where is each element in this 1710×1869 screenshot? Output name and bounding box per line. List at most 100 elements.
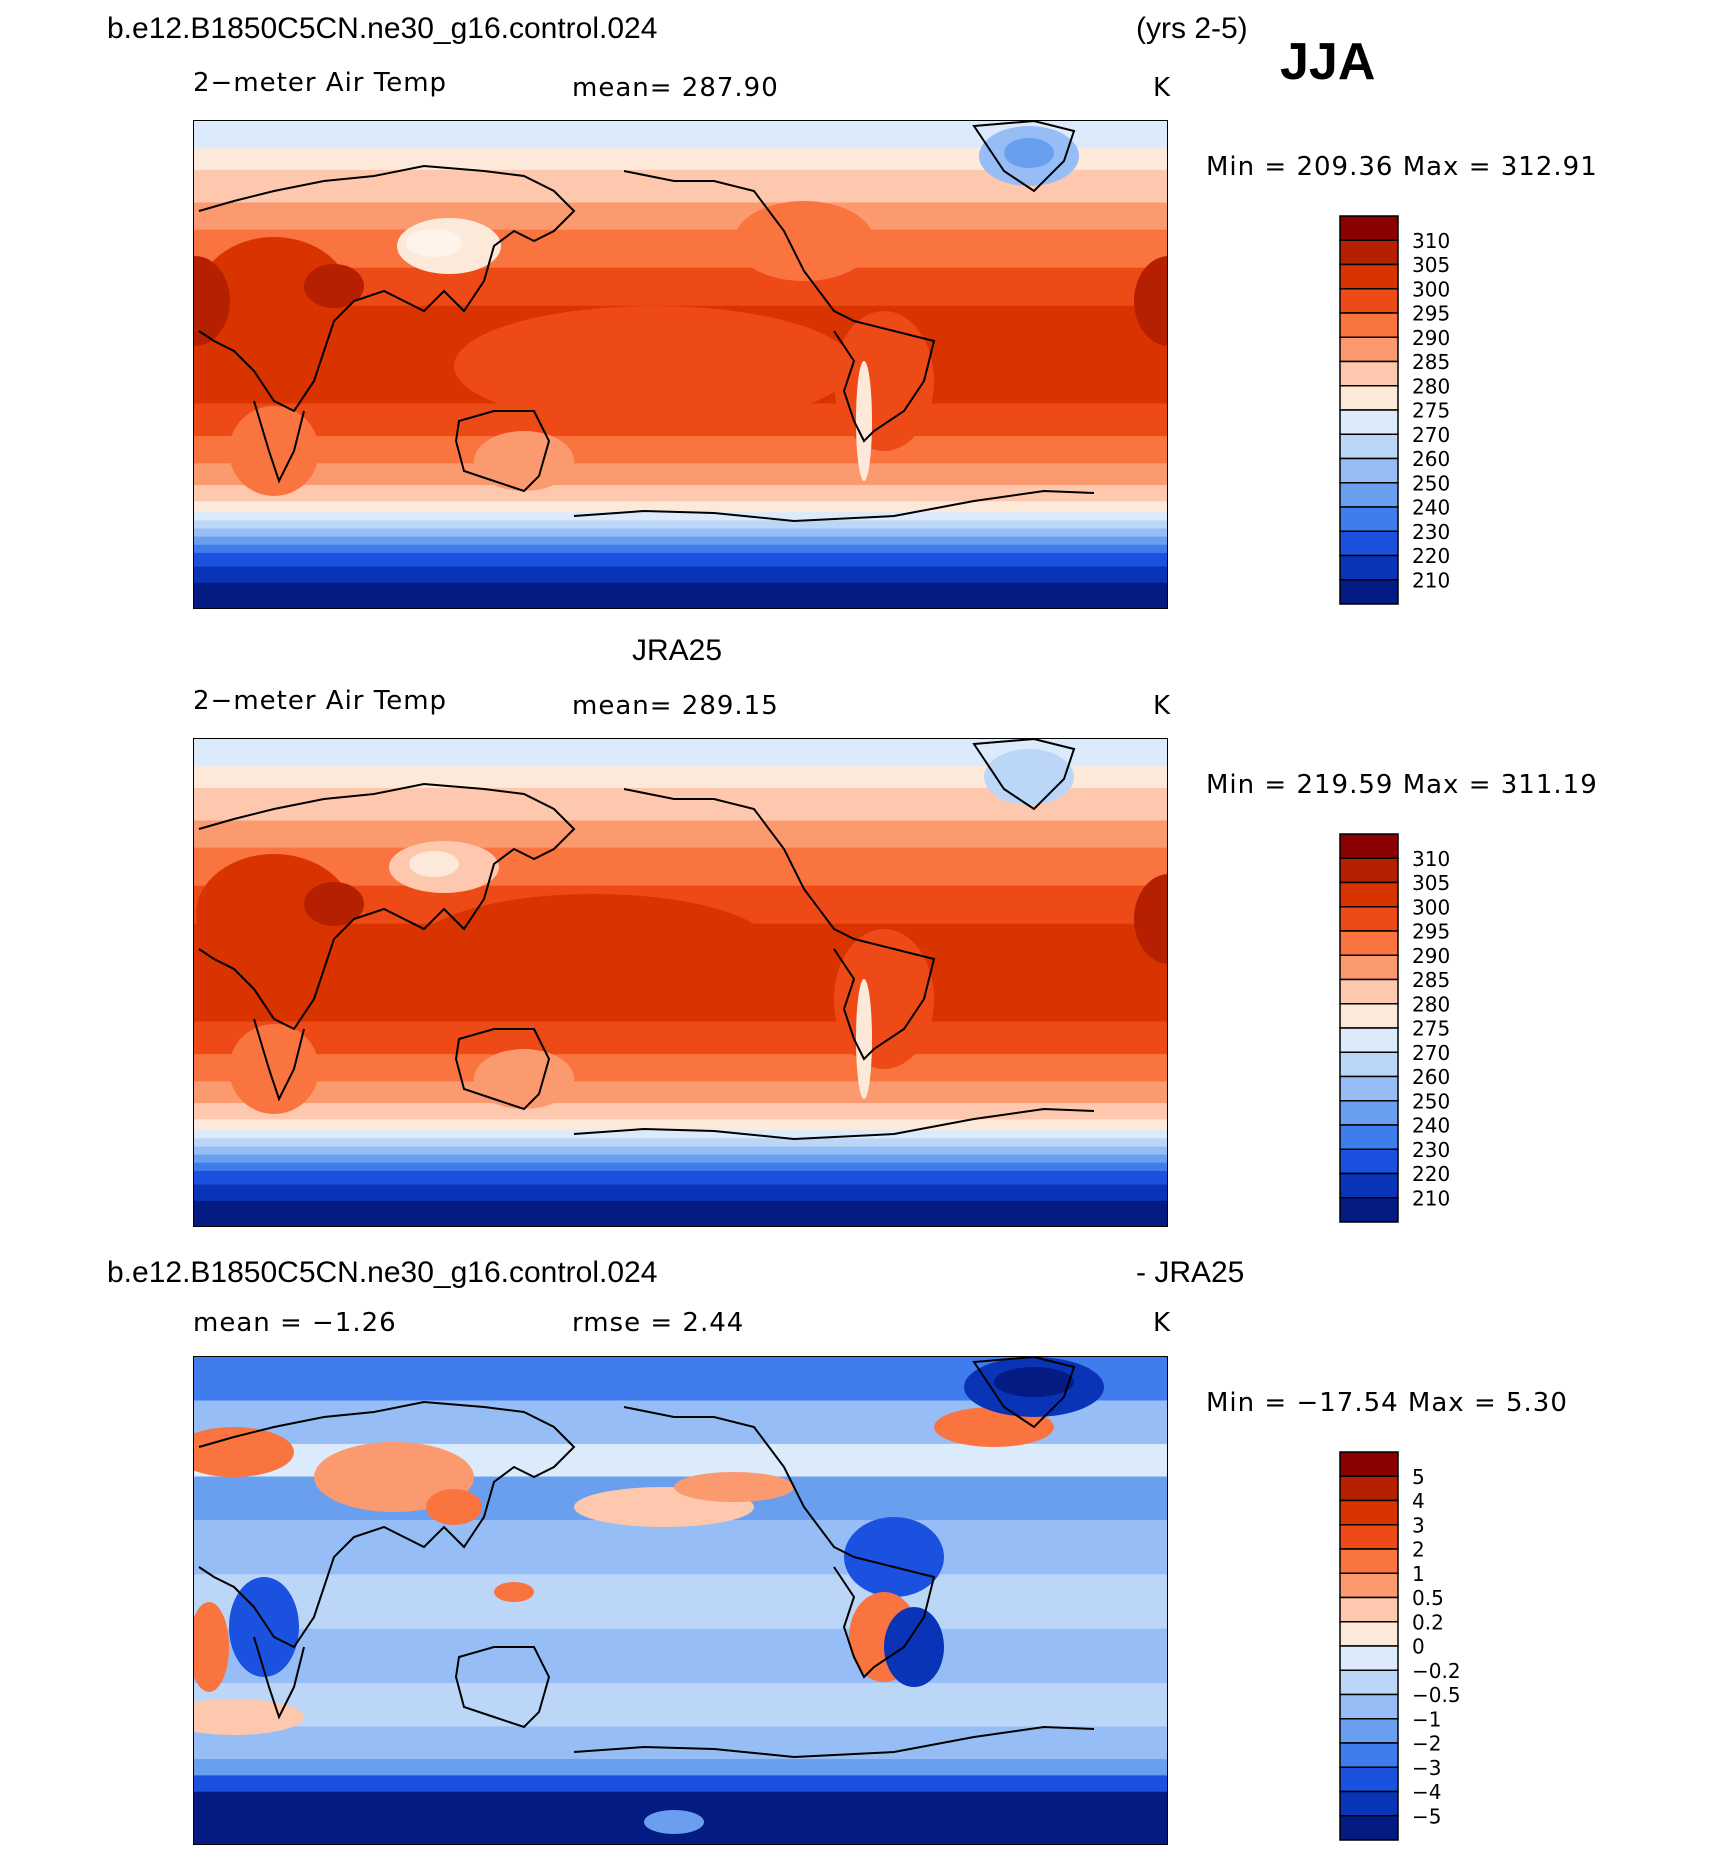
panel2-variable: 2−meter Air Temp [193,686,448,716]
colorbar-label: 0.5 [1412,1586,1444,1610]
colorbar-box [1339,1524,1399,1550]
australia-coast [454,410,551,493]
colorbar-box [1339,409,1399,435]
panel2-colorbar: 310 305 300 295 290 285 280 275 270 260 250 240 230 2… [1339,833,1450,1223]
panel1-colorbar-svg: 3103053002952902852802752702602502402302… [1339,215,1450,605]
panel1-colorbar: 310 305 300 295 290 285 280 275 270 260 250 240 230 2… [1339,215,1450,605]
colorbar-box [1339,239,1399,266]
africa-south-coast [253,1018,305,1102]
lat-band [194,1726,1167,1761]
panel1-map-svg [194,121,1167,608]
colorbar-label: 300 [1412,277,1450,301]
colorbar-label: 280 [1412,374,1450,398]
australia [474,431,574,491]
colorbar-label: 310 [1412,229,1450,253]
lat-band [194,1759,1167,1777]
africa-cold-bias [229,1577,299,1677]
colorbar-box [1339,881,1399,908]
colorbar-label: 250 [1412,1089,1450,1113]
colorbar-box [1339,482,1399,508]
colorbar-label: −0.2 [1412,1659,1461,1683]
colorbar-label: 310 [1412,847,1450,871]
lat-band [194,1130,1167,1140]
colorbar-box [1339,530,1399,557]
lat-band [194,536,1167,546]
colorbar-box [1339,857,1399,884]
colorbar-box [1339,1027,1399,1053]
andes [856,979,872,1099]
north-pacific-warm-2 [674,1472,794,1502]
colorbar-label: −4 [1412,1780,1441,1804]
lat-band [194,148,1167,171]
panel2-mean: mean= 289.15 [572,691,779,721]
antarctica-coast [573,489,1095,523]
colorbar-box [1339,215,1399,241]
colorbar-box [1339,954,1399,981]
americas-coast [623,1406,936,1679]
north-africa-warm [196,854,352,974]
greenland-core [1004,138,1054,168]
southern-africa [229,406,319,496]
andes [856,361,872,481]
africa-west-warm [194,1602,229,1692]
lat-band [194,1146,1167,1156]
colorbar-label: 220 [1412,544,1450,568]
lat-band [194,501,1167,514]
panel2-units: K [1153,691,1172,721]
lat-band [194,121,1167,139]
lat-band [194,739,1167,757]
colorbar-label: 5 [1412,1465,1425,1489]
colorbar-box [1339,1075,1399,1102]
africa-south-coast [253,1636,305,1720]
antarctica-coast [573,1107,1095,1141]
lat-band [194,582,1167,608]
panel2-map [193,738,1168,1227]
colorbar-label: 4 [1412,1489,1425,1513]
lat-band [194,820,1167,849]
colorbar-label: −0.5 [1412,1683,1461,1707]
australia-coast [454,1028,551,1111]
colorbar-box [1339,1100,1399,1126]
colorbar-box [1339,506,1399,532]
india-warm-bias [426,1489,482,1525]
colorbar-box [1339,312,1399,338]
panel1-map [193,120,1168,609]
americas-coast [623,788,936,1061]
brazil-cold [884,1607,944,1687]
colorbar-label: 305 [1412,871,1450,895]
colorbar-label: 240 [1412,496,1450,520]
lat-band [194,1520,1167,1576]
colorbar-box [1339,385,1399,411]
lat-band [194,566,1167,584]
colorbar-box [1339,1645,1399,1671]
panel1-mean: mean= 287.90 [572,73,779,103]
panel1-units: K [1153,73,1172,103]
lat-band [194,202,1167,231]
colorbar-label: 295 [1412,920,1450,944]
north-america-cold [844,1517,944,1597]
panel2-title: JRA25 [632,634,723,667]
colorbar-box [1339,1172,1399,1199]
greenland-coast [972,121,1076,193]
arabia-hot [304,882,364,926]
lat-band [194,528,1167,538]
colorbar-label: −5 [1412,1804,1441,1828]
colorbar-label: 0 [1412,1635,1425,1659]
colorbar-box [1339,1669,1399,1696]
north-atlantic-warm [934,1407,1054,1447]
lat-band [194,1775,1167,1793]
africa-south-coast [253,400,305,484]
greenland-coast [972,739,1076,811]
colorbar-box [1339,1124,1399,1150]
lat-band [194,520,1167,530]
panel1-case-title: b.e12.B1850C5CN.ne30_g16.control.024 [107,12,658,45]
lat-band [194,463,1167,487]
season-label: JJA [1280,33,1376,91]
tibet-core [406,229,462,257]
colorbar-label: 220 [1412,1162,1450,1186]
panel1-minmax: Min = 209.36 Max = 312.91 [1206,152,1598,182]
sahara-east [1134,256,1167,346]
antarctic-spot [644,1810,704,1834]
americas-coast [623,170,936,443]
